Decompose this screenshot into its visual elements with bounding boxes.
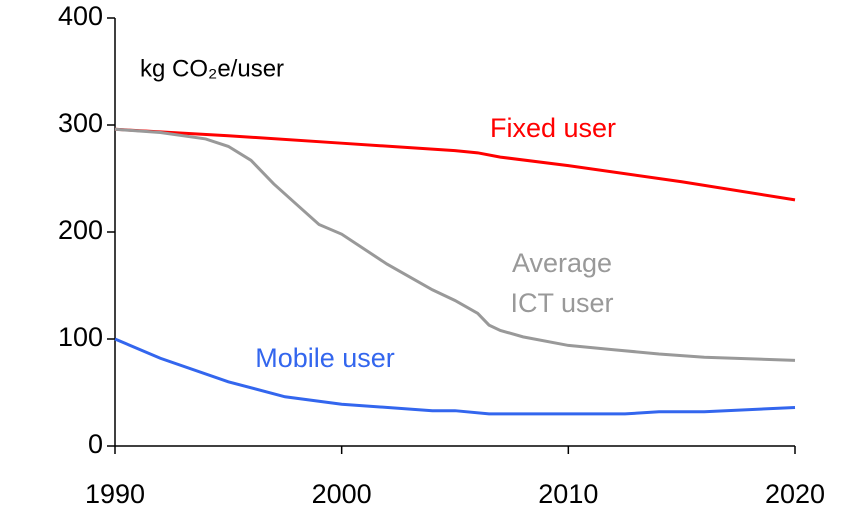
x-tick-label: 2000 — [312, 479, 372, 509]
y-tick-label: 100 — [58, 322, 103, 352]
y-tick-label: 300 — [58, 108, 103, 138]
line-series — [114, 127, 796, 362]
series-label: Mobile user — [255, 343, 395, 373]
line-series — [114, 127, 796, 202]
x-tick-label: 2010 — [538, 479, 598, 509]
x-tick-label: 1990 — [85, 479, 145, 509]
series-label: Average — [512, 248, 612, 278]
series-label: ICT user — [510, 288, 613, 318]
series-label: Fixed user — [490, 113, 616, 143]
x-tick-label: 2020 — [765, 479, 825, 509]
y-tick-label: 200 — [58, 215, 103, 245]
y-tick-label: 400 — [58, 1, 103, 31]
unit-label: kg CO₂e/user — [140, 55, 284, 82]
y-tick-label: 0 — [88, 429, 103, 459]
line-series — [114, 337, 796, 416]
